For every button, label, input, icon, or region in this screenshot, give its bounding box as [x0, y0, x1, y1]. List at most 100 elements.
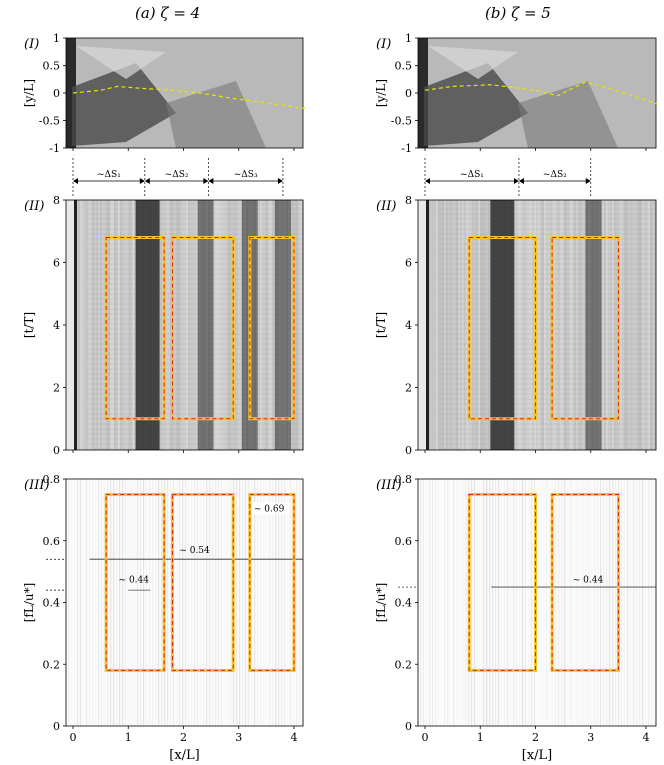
- spectral-streak: [567, 479, 568, 726]
- streak: [92, 200, 94, 450]
- spectral-streak: [125, 479, 127, 726]
- panel-b-spacing: ~ΔS₁ ~ΔS₂: [424, 158, 592, 196]
- y-tick-label: -1: [401, 142, 412, 155]
- streak: [166, 200, 168, 450]
- spectral-streak: [161, 479, 163, 726]
- y-axis-label: [t/T]: [22, 312, 36, 338]
- spectral-streak: [89, 479, 91, 726]
- spectral-streak: [215, 479, 217, 726]
- streak: [544, 200, 546, 450]
- panel-b-I: 1 0.5 0 -0.5 -1 (I) [y/L]: [374, 32, 658, 155]
- streak: [176, 200, 178, 450]
- x-axis-label: [x/L]: [522, 748, 553, 763]
- y-tick-label: 6: [53, 257, 60, 270]
- streak: [548, 200, 550, 450]
- y-tick-label: 0.6: [43, 535, 61, 548]
- spectral-streak: [170, 479, 172, 726]
- y-tick-label: 0.4: [43, 597, 61, 610]
- streak: [182, 200, 184, 450]
- panel-b-II: 0 2 4 6 8 (II) [t/T]: [374, 194, 657, 457]
- streak: [126, 200, 128, 450]
- y-tick-label: 2: [405, 382, 412, 395]
- window-box-inner: [171, 493, 234, 671]
- streak: [180, 200, 182, 450]
- image-shade-left: [66, 38, 76, 148]
- x-tick-label: 0: [422, 731, 429, 744]
- spectral-streak: [155, 479, 156, 726]
- strip-bright: [418, 200, 426, 450]
- spectral-streak: [209, 479, 211, 726]
- spectral-streak: [290, 479, 292, 726]
- spectral-streak: [278, 479, 280, 726]
- spectral-streak: [498, 479, 500, 726]
- spectral-streak: [429, 479, 431, 726]
- spacing-label: ~ΔS₂: [165, 170, 189, 180]
- spectral-streak: [585, 479, 586, 726]
- streak: [434, 200, 436, 450]
- spectral-streak: [492, 479, 494, 726]
- streak: [78, 200, 80, 450]
- streak: [82, 200, 84, 450]
- centerline-trace: [72, 85, 306, 109]
- spectral-streak: [146, 479, 148, 726]
- spectral-streak: [245, 479, 247, 726]
- streak: [474, 200, 476, 450]
- streak: [564, 200, 566, 450]
- streak: [638, 200, 640, 450]
- spectral-streak: [546, 479, 548, 726]
- streak: [580, 200, 582, 450]
- streak: [566, 200, 568, 450]
- streak: [224, 200, 226, 450]
- streak: [622, 200, 624, 450]
- spectral-streak: [281, 479, 283, 726]
- streak: [470, 200, 472, 450]
- streak: [530, 200, 532, 450]
- arrowhead-right: [585, 178, 591, 184]
- spectral-streak: [537, 479, 538, 726]
- window-box-inner: [249, 493, 295, 671]
- spectral-streak: [522, 479, 524, 726]
- y-tick-label: 1: [405, 32, 412, 45]
- spectral-streak: [579, 479, 580, 726]
- streak: [484, 200, 486, 450]
- spectral-streak: [272, 479, 274, 726]
- spectral-streak: [516, 479, 518, 726]
- streak: [476, 200, 478, 450]
- spectral-streak: [426, 479, 427, 726]
- spectral-streak: [101, 479, 103, 726]
- spectral-streak: [236, 479, 238, 726]
- streak: [520, 200, 522, 450]
- spectral-streak: [453, 479, 455, 726]
- spectral-streak: [218, 479, 220, 726]
- spectral-streak: [615, 479, 617, 726]
- y-tick-label: 0: [405, 87, 412, 100]
- streak: [620, 200, 622, 450]
- spectral-streak: [122, 479, 124, 726]
- streak: [642, 200, 644, 450]
- streak: [478, 200, 480, 450]
- x-tick-label: 3: [587, 731, 594, 744]
- streak: [610, 200, 612, 450]
- y-tick-label: -0.5: [391, 115, 412, 128]
- streak: [214, 200, 216, 450]
- streak: [220, 200, 222, 450]
- spectral-streak: [254, 479, 256, 726]
- streak: [458, 200, 460, 450]
- spectral-streak: [257, 479, 259, 726]
- panel-b-III: ~ 0.44 0 0.2 0.4 0.6 0.8 0 1 2 3 4 (III) [fL/u*] [x/L…: [374, 473, 657, 763]
- window-box-inner: [105, 237, 165, 420]
- spectral-streak: [576, 479, 577, 726]
- streak: [646, 200, 648, 450]
- streak: [222, 200, 224, 450]
- image-highlight: [428, 46, 518, 79]
- streak: [514, 200, 516, 450]
- streak: [516, 200, 518, 450]
- streak: [650, 200, 652, 450]
- streak: [480, 200, 482, 450]
- y-tick-label: 8: [405, 194, 412, 207]
- image-highlight: [76, 46, 166, 79]
- streak: [118, 200, 120, 450]
- spectral-streak: [284, 479, 286, 726]
- spectral-streak: [480, 479, 481, 726]
- spacing-label: ~ΔS₁: [97, 170, 121, 180]
